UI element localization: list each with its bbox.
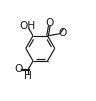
Text: OH: OH: [20, 21, 36, 31]
Text: H: H: [24, 71, 32, 81]
Text: O: O: [45, 18, 54, 28]
Text: O: O: [14, 64, 23, 74]
Text: O: O: [58, 28, 66, 38]
